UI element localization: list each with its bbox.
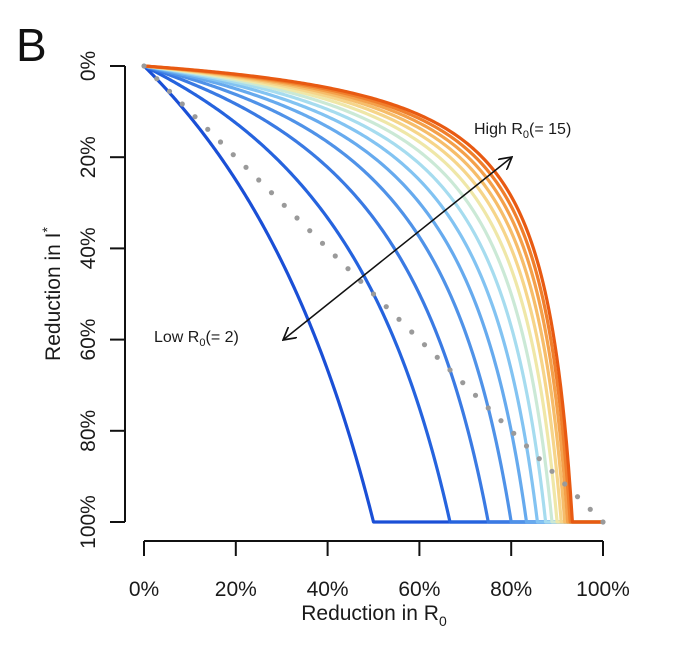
- reference-dot: [281, 202, 287, 208]
- reference-dot: [409, 329, 415, 335]
- y-tick-label: 40%: [77, 227, 100, 269]
- annotation-high-r0: High R0(= 15): [474, 121, 571, 141]
- x-tick-label: 20%: [215, 578, 257, 601]
- x-axis-title: Reduction in R0: [301, 602, 447, 629]
- reference-dot: [141, 63, 147, 69]
- y-tick-label: 20%: [77, 136, 100, 178]
- reference-dot: [421, 342, 428, 348]
- x-tick-label: 60%: [398, 578, 440, 601]
- reference-dot: [307, 228, 313, 234]
- reference-dot: [549, 468, 555, 474]
- reference-dot: [523, 443, 530, 449]
- x-axis-title-sub: 0: [439, 613, 447, 629]
- x-tick-label: 100%: [576, 578, 630, 601]
- reference-dot: [166, 88, 173, 94]
- reference-dot: [294, 215, 300, 221]
- reference-dot: [472, 392, 479, 398]
- reference-dot: [345, 266, 351, 272]
- reference-dot: [536, 456, 542, 462]
- reference-dot: [498, 418, 504, 424]
- reference-dot: [192, 114, 198, 120]
- x-tick-label: 80%: [490, 578, 532, 601]
- reference-dot: [587, 506, 593, 512]
- reference-dot: [256, 177, 262, 183]
- y-tick-label: 0%: [77, 51, 100, 81]
- reference-dot: [574, 494, 581, 500]
- reference-dot: [562, 481, 568, 487]
- reference-dot: [230, 152, 236, 158]
- r0-direction-arrow: [283, 157, 512, 340]
- y-tick-label: 100%: [77, 495, 100, 549]
- y-tick-label: 60%: [77, 319, 100, 361]
- y-axis-title: Reduction in I*: [39, 227, 65, 361]
- reference-dot: [396, 316, 402, 322]
- reference-dot: [600, 519, 606, 525]
- annotation-low-r0: Low R0(= 2): [154, 329, 239, 349]
- reference-dot: [332, 253, 338, 259]
- reference-dot: [460, 380, 466, 386]
- y-axis-title-sup: *: [39, 227, 55, 233]
- series-line-r0-2: [142, 64, 603, 524]
- x-tick-label: 40%: [307, 578, 349, 601]
- reference-dot: [205, 126, 211, 132]
- y-axis-title-main: Reduction in I: [42, 233, 65, 361]
- reference-dot: [217, 139, 224, 145]
- reference-dot: [268, 190, 275, 196]
- y-axis: 0% 20% 40% 60% 80% 100%: [77, 51, 126, 549]
- reference-dot: [485, 405, 491, 411]
- reference-dot: [319, 240, 326, 246]
- reference-dot: [447, 367, 453, 373]
- x-axis: 0% 20% 40% 60% 80% 100%: [129, 540, 630, 601]
- reference-dot: [511, 430, 517, 436]
- y-tick-label: 80%: [77, 410, 100, 452]
- x-tick-label: 0%: [129, 578, 159, 601]
- x-axis-title-main: Reduction in R: [301, 602, 439, 625]
- reference-dot: [383, 304, 389, 310]
- reference-dot: [154, 76, 160, 82]
- reference-dot: [179, 101, 185, 107]
- reference-dot: [434, 354, 440, 360]
- reference-dot: [370, 291, 377, 297]
- reference-dot: [243, 164, 249, 170]
- panel-label: B: [16, 19, 47, 71]
